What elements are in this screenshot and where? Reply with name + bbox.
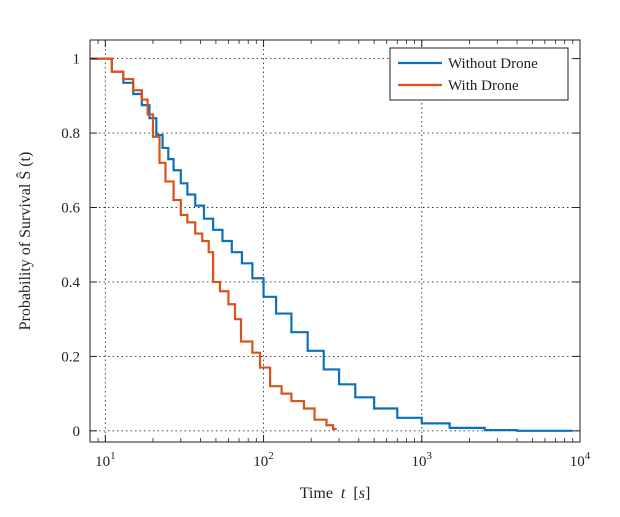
series-layer: [90, 57, 573, 432]
x-tick-label: 104: [570, 450, 591, 470]
axis-ticks: [90, 40, 581, 442]
y-tick-label: 0: [73, 424, 81, 440]
plot-area: [90, 40, 580, 442]
y-tick-label: 0.6: [61, 201, 80, 217]
x-tick-label: 103: [412, 450, 433, 470]
y-tick-labels: 0 0.2 0.4 0.6 0.8 1: [61, 52, 80, 440]
y-axis-label: Probability of Survival Ŝ (t): [15, 152, 34, 331]
y-tick-label: 0.8: [61, 126, 80, 142]
legend: Without Drone With Drone: [389, 47, 569, 101]
x-tick-label: 101: [95, 450, 116, 470]
y-tick-label: 0.2: [61, 349, 80, 365]
x-tick-labels: 101 102 103 104: [95, 450, 591, 470]
x-axis-label: Time t [s]: [300, 485, 371, 502]
x-tick-label: 102: [253, 450, 274, 470]
legend-label-with-drone: With Drone: [448, 78, 519, 94]
plot-frame: [89, 39, 581, 443]
legend-label-without-drone: Without Drone: [448, 56, 538, 72]
y-tick-label: 1: [73, 52, 81, 68]
legend-box: [389, 47, 569, 101]
series-line-with-drone: [90, 57, 337, 431]
grid-lines: [90, 40, 580, 442]
y-tick-label: 0.4: [61, 275, 80, 291]
